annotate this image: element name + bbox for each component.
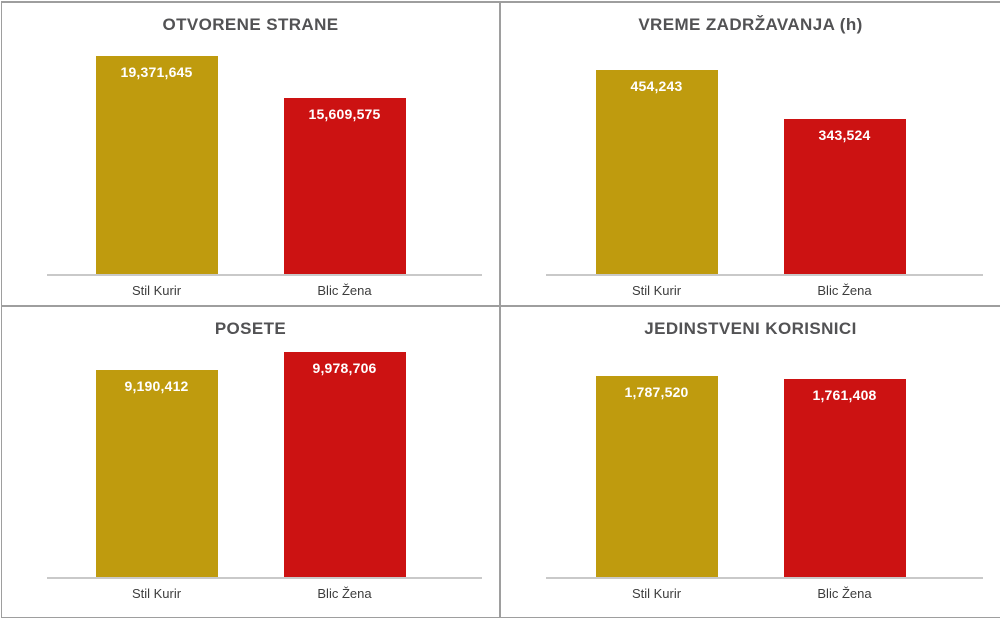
x-axis-line: [47, 577, 482, 579]
chart-panel-jedinstveni-korisnici: JEDINSTVENI KORISNICI 1,787,520 1,761,40…: [501, 307, 1000, 617]
bar-stil-kurir: 1,787,520: [595, 376, 718, 577]
x-axis-label-stil-kurir: Stil Kurir: [131, 586, 182, 601]
chart-title: POSETE: [214, 319, 287, 338]
chart-panel-posete: POSETE 9,190,412 9,978,706 Stil Kurir Bl…: [2, 307, 501, 617]
bar-value-label: 19,371,645: [120, 64, 193, 80]
x-axis-line: [546, 577, 983, 579]
chart-panel-otvorene-strane: OTVORENE STRANE 19,371,645 15,609,575 St…: [2, 3, 501, 307]
bar-group: 1,787,520 1,761,408: [501, 376, 1000, 577]
bar-group: 19,371,645 15,609,575: [2, 56, 499, 274]
chart-panel-vreme-zadrzavanja: VREME ZADRŽAVANJA (h) 454,243 343,524 St…: [501, 3, 1000, 307]
bar-group: 9,190,412 9,978,706: [2, 352, 499, 577]
bar-value-label: 1,787,520: [624, 384, 689, 400]
bar-blic-zena: 1,761,408: [783, 379, 906, 577]
x-axis-labels: Stil Kurir Blic Žena: [501, 586, 1000, 601]
x-axis-labels: Stil Kurir Blic Žena: [2, 586, 499, 601]
chart-title: JEDINSTVENI KORISNICI: [644, 319, 857, 338]
chart-title: VREME ZADRŽAVANJA (h): [638, 15, 863, 34]
x-axis-label-stil-kurir: Stil Kurir: [131, 283, 182, 298]
x-axis-labels: Stil Kurir Blic Žena: [2, 283, 499, 298]
bar-blic-zena: 9,978,706: [283, 352, 406, 577]
x-axis-label-blic-zena: Blic Žena: [817, 283, 872, 298]
x-axis-label-blic-zena: Blic Žena: [817, 586, 872, 601]
bar-value-label: 15,609,575: [308, 106, 381, 122]
bar-stil-kurir: 19,371,645: [95, 56, 218, 274]
x-axis-label-blic-zena: Blic Žena: [317, 586, 372, 601]
bar-value-label: 343,524: [818, 127, 871, 143]
chart-title: OTVORENE STRANE: [162, 15, 339, 34]
x-axis-line: [546, 274, 983, 276]
bar-value-label: 9,978,706: [312, 360, 377, 376]
bar-value-label: 1,761,408: [812, 387, 877, 403]
x-axis-label-stil-kurir: Stil Kurir: [631, 283, 682, 298]
x-axis-label-blic-zena: Blic Žena: [317, 283, 372, 298]
bar-stil-kurir: 9,190,412: [95, 370, 218, 577]
bar-group: 454,243 343,524: [501, 70, 1000, 274]
bar-value-label: 454,243: [630, 78, 683, 94]
bar-value-label: 9,190,412: [124, 378, 189, 394]
x-axis-labels: Stil Kurir Blic Žena: [501, 283, 1000, 298]
x-axis-line: [47, 274, 482, 276]
bar-blic-zena: 343,524: [783, 119, 906, 274]
bar-stil-kurir: 454,243: [595, 70, 718, 274]
x-axis-label-stil-kurir: Stil Kurir: [631, 586, 682, 601]
bar-blic-zena: 15,609,575: [283, 98, 406, 274]
